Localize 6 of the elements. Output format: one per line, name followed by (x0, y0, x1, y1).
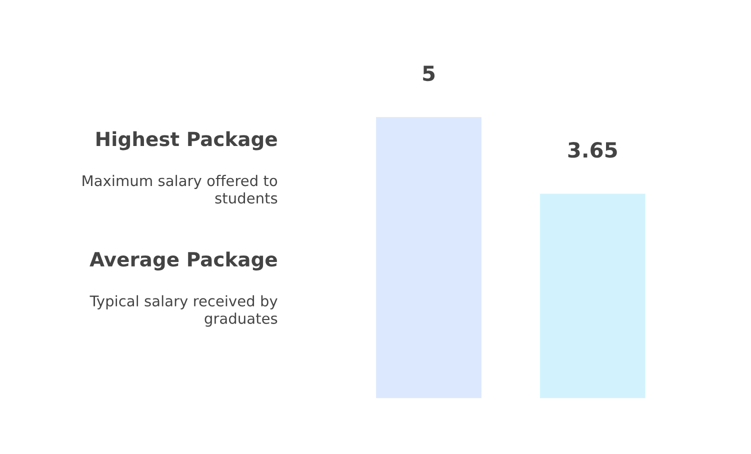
text: Average Package (90, 252, 277, 271)
text: Highest Package (96, 131, 277, 150)
text: Typical salary received by graduates (90, 295, 278, 327)
data-label: 3.65 (568, 142, 617, 158)
data-label: 5 (423, 66, 435, 82)
text: Maximum salary offered to students (82, 174, 278, 204)
